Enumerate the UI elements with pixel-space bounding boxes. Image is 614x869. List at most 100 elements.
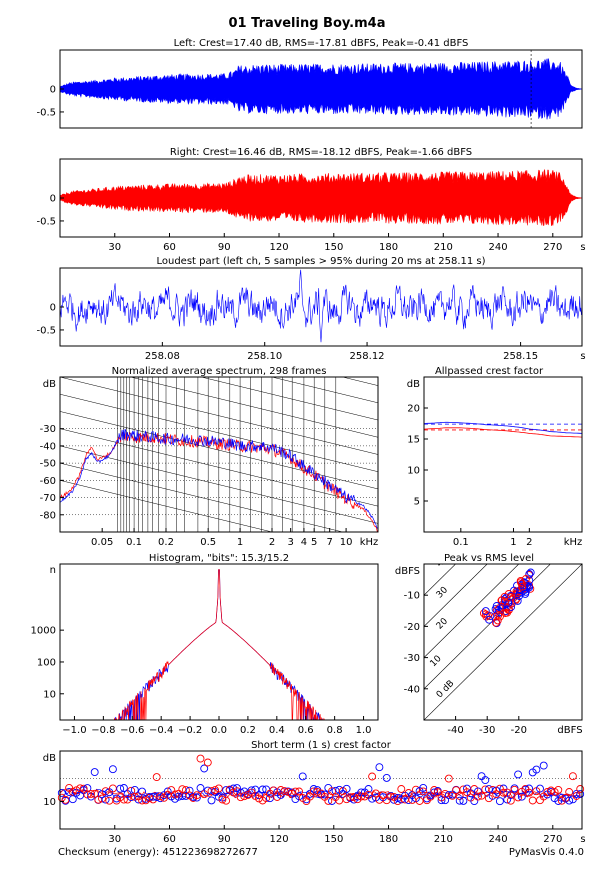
scatter-point: [459, 796, 468, 805]
scatter-point: [196, 784, 205, 792]
x-tick-label: −0.2: [178, 725, 202, 736]
scatter-point: [335, 796, 344, 805]
scatter-point: [393, 794, 402, 802]
scatter-point: [236, 793, 245, 802]
x-tick-label: 240: [488, 834, 507, 845]
panel-left-waveform: Left: Crest=17.40 dB, RMS=-17.81 dBFS, P…: [36, 38, 583, 129]
scatter-point: [207, 787, 216, 796]
crest-series-line: [423, 427, 583, 438]
scatter-point: [576, 785, 585, 793]
panel-spectrum: Normalized average spectrum, 298 frames …: [40, 366, 379, 548]
axes-frame: [59, 376, 379, 533]
scatter-point: [411, 785, 420, 794]
scatter-point: [156, 792, 165, 801]
x-tick-label: 180: [379, 242, 398, 253]
x-unit-label: kHz: [360, 537, 379, 548]
diagonal-label: 10: [429, 654, 444, 669]
x-tick-label: 2: [269, 537, 275, 548]
scatter-point: [116, 784, 125, 793]
scatter-point: [536, 784, 544, 793]
x-tick-label: 30: [108, 242, 121, 253]
scatter-point: [83, 784, 92, 793]
y-axis-label: n: [50, 565, 56, 576]
scatter-point: [512, 587, 521, 596]
scatter-point: [214, 784, 223, 793]
scatter-point: [554, 785, 563, 794]
scatter-point: [276, 786, 285, 794]
x-unit-label: s: [580, 834, 585, 845]
x-tick-label: 120: [269, 242, 288, 253]
x-tick-label: 210: [434, 242, 453, 253]
panel-short-term-crest: Short term (1 s) crest factor dB 10 30 60 90…: [43, 740, 586, 845]
y-tick-label: 5: [414, 497, 420, 508]
scatter-point: [501, 609, 510, 617]
scatter-point: [572, 792, 581, 800]
x-tick-label: 2: [526, 537, 532, 548]
y-tick-label: -0.5: [36, 325, 56, 336]
scatter-point: [342, 784, 351, 793]
y-tick-label: 10: [43, 689, 56, 700]
x-unit-label: s: [580, 242, 585, 253]
x-axis-label: dBFS: [557, 725, 582, 736]
y-tick-label: -20: [404, 622, 420, 633]
scatter-point: [493, 616, 502, 625]
x-tick-label: −0.8: [91, 725, 115, 736]
scatter-point: [218, 795, 227, 804]
scatter-point: [481, 607, 490, 616]
y-tick-label: -10: [404, 591, 420, 602]
x-tick-label: 150: [324, 242, 343, 253]
x-tick-label: −0.6: [120, 725, 144, 736]
scatter-point: [364, 785, 373, 793]
y-tick-label: -30: [404, 653, 420, 664]
scatter-point: [550, 787, 559, 796]
panel-loudest-part: Loudest part (left ch, 5 samples > 95% d…: [36, 256, 585, 362]
scatter-point: [101, 787, 110, 796]
y-tick-label: 0: [50, 303, 56, 314]
spectrum-series-line: [60, 431, 378, 532]
scatter-point: [455, 792, 464, 800]
spectrum-plot-area: [60, 377, 378, 532]
x-tick-label: 5: [311, 537, 317, 548]
x-tick-label: 0.0: [211, 725, 227, 736]
x-tick-label: 0.5: [200, 537, 216, 548]
scatter-point: [528, 796, 537, 805]
scatter-point: [203, 758, 212, 767]
x-unit-label: kHz: [564, 537, 583, 548]
scatter-point: [222, 786, 231, 795]
scatter-point: [494, 611, 503, 620]
scatter-point: [565, 796, 574, 805]
scatter-point: [507, 603, 516, 611]
scatter-point: [254, 791, 263, 800]
scatter-point: [499, 788, 508, 797]
y-tick-label: -40: [40, 441, 56, 452]
y-tick-label: -0.5: [36, 107, 56, 118]
x-tick-label: 240: [488, 242, 507, 253]
scatter-point: [444, 791, 453, 800]
diagonal-label: 20: [435, 616, 450, 631]
scatter-point: [517, 792, 526, 801]
scatter-point: [492, 602, 501, 610]
left-waveform-title: Left: Crest=17.40 dB, RMS=-17.81 dBFS, P…: [174, 38, 469, 49]
scatter-point: [437, 796, 446, 805]
scatter-point: [517, 579, 526, 588]
y-tick-label: 100: [37, 657, 56, 668]
scatter-point: [495, 604, 504, 613]
x-tick-label: 258.15: [503, 351, 538, 362]
x-tick-label: 0.1: [126, 537, 142, 548]
scatter-point: [324, 796, 333, 805]
scatter-point: [477, 791, 486, 800]
x-tick-label: 10: [340, 537, 353, 548]
axes-frame: [59, 750, 583, 830]
scatter-point: [408, 795, 417, 804]
scatter-point: [280, 787, 289, 796]
axes-frame: [423, 376, 583, 533]
x-tick-label: 4: [301, 537, 307, 548]
scatter-point: [474, 792, 482, 801]
scatter-point: [514, 793, 523, 802]
x-tick-label: 60: [163, 834, 176, 845]
right-waveform-title: Right: Crest=16.46 dB, RMS=-18.12 dBFS, …: [170, 147, 472, 158]
scatter-point: [108, 765, 117, 774]
y-tick-label: 1000: [31, 626, 56, 637]
x-tick-label: 0.1: [453, 537, 469, 548]
scatter-point: [565, 788, 574, 796]
